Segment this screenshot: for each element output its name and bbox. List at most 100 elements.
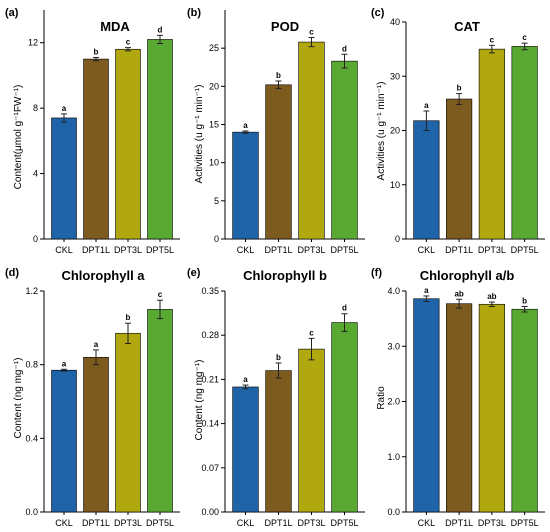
panel-b: (b) POD Activities (u g⁻¹ min⁻¹) [187,7,299,183]
y-tick-label: 0.21 [201,374,219,384]
significance-label: b [276,353,281,362]
y-tick-label: 20 [209,81,219,91]
x-tick-label: DPT3L [478,518,506,528]
y-tick-label: 0.4 [25,433,38,443]
bar-dpt5l [331,60,358,240]
y-tick-label: 4 [33,169,38,179]
y-tick-label: 20 [390,126,400,136]
y-tick-label: 10 [209,158,219,168]
x-tick-label: CKL [55,245,73,255]
chart-plot: 0 10 20 30 40 a CKL b DPT1L c DPT3L c DPT5L [390,17,545,255]
y-tick-label: 1.0 [387,452,400,462]
x-tick-label: DPT5L [146,518,174,528]
x-tick-label: DPT1L [445,245,473,255]
x-tick-label: CKL [55,518,73,528]
significance-label: c [522,33,527,42]
panel-e: (e) Chlorophyll b Content (ng mg⁻¹) [187,267,327,440]
bar-ckl [51,117,77,240]
bar-dpt3l [478,48,505,240]
x-tick-label: DPT1L [445,518,473,528]
significance-label: ab [487,292,496,301]
x-tick-label: DPT5L [511,245,539,255]
x-tick-label: DPT3L [114,245,142,255]
panel-letter: (b) [187,7,201,19]
x-tick-label: DPT1L [82,518,110,528]
y-tick-label: 0.14 [201,419,219,429]
x-tick-label: CKL [237,245,255,255]
bar-dpt5l [331,322,358,513]
bar-ckl [413,298,440,513]
y-axis-title: Ratio [376,386,387,410]
bar-ckl [232,131,259,240]
x-tick-label: DPT3L [297,518,325,528]
bar-dpt5l [147,39,173,240]
significance-label: b [94,47,99,56]
chart-title: Chlorophyll b [243,268,327,283]
chart-title: POD [271,19,299,34]
significance-label: a [424,101,429,110]
x-tick-label: DPT5L [330,245,358,255]
bar-dpt3l [115,333,141,513]
x-tick-label: DPT5L [146,245,174,255]
y-tick-label: 0.8 [25,360,38,370]
y-tick-label: 5 [214,196,219,206]
y-axis-title: Activities (u g⁻¹ min⁻¹) [194,85,205,184]
x-tick-label: DPT1L [264,245,292,255]
chart-plot: 0.0 0.4 0.8 1.2 a CKL a DPT1L b DPT3L c DPT5L [25,286,180,528]
x-tick-label: DPT3L [478,245,506,255]
y-tick-label: 30 [390,71,400,81]
y-tick-label: 0.0 [25,507,38,517]
significance-label: b [522,296,527,305]
x-tick-label: DPT3L [297,245,325,255]
y-tick-label: 1.2 [25,286,38,296]
bar-dpt5l [511,46,538,240]
significance-label: c [490,35,495,44]
significance-label: b [457,84,462,93]
x-tick-label: CKL [237,518,255,528]
y-tick-label: 0.07 [201,463,219,473]
y-tick-label: 0.00 [201,507,219,517]
y-tick-label: 0 [33,234,38,244]
panel-letter: (e) [187,267,201,279]
y-tick-label: 25 [209,43,219,53]
chart-plot: 0.0 1.0 2.0 3.0 4.0 a CKL ab DPT1L ab DPT3L b DPT5L [387,286,545,528]
chart-title: Chlorophyll a/b [420,268,515,283]
x-tick-label: CKL [418,518,436,528]
significance-label: c [309,27,314,36]
chart-plot: 0 5 10 15 20 25 a CKL b DPT1L c DPT3L d DPT5L [209,10,365,255]
bar-dpt1l [265,370,292,513]
significance-label: a [62,359,67,368]
significance-label: ab [454,289,463,298]
y-tick-label: 0.0 [387,507,400,517]
significance-label: a [424,286,429,295]
bar-dpt3l [298,41,325,240]
x-tick-label: DPT1L [264,518,292,528]
chart-title: MDA [100,19,130,34]
y-tick-label: 0.35 [201,286,219,296]
chart-plot: 0.00 0.07 0.14 0.21 0.28 0.35 a CKL b DPT1L c DPT3L… [201,286,365,528]
significance-label: a [94,340,99,349]
panel-a: (a) MDA Content(μmol g⁻¹FW⁻¹) [5,7,130,189]
y-axis-title: Activities (u g⁻¹ min⁻¹) [376,82,387,181]
bar-ckl [413,120,440,240]
significance-label: d [342,44,347,53]
significance-label: a [62,104,67,113]
y-tick-label: 10 [390,180,400,190]
x-tick-label: DPT3L [114,518,142,528]
bar-dpt1l [446,303,473,513]
bar-dpt1l [83,356,109,513]
bar-ckl [232,386,259,513]
significance-label: d [158,25,163,34]
bar-dpt1l [446,98,473,240]
chart-plot: 0 4 8 12 a CKL b DPT1L c DPT3L d DPT5L [28,10,180,255]
panel-letter: (a) [5,7,19,19]
y-tick-label: 0.28 [201,330,219,340]
significance-label: a [243,375,248,384]
significance-label: d [342,304,347,313]
bar-dpt5l [147,309,173,513]
y-axis-title: Content (ng mg⁻¹) [13,358,24,439]
chart-title: CAT [454,19,480,34]
x-tick-label: DPT5L [511,518,539,528]
panel-letter: (d) [5,267,19,279]
